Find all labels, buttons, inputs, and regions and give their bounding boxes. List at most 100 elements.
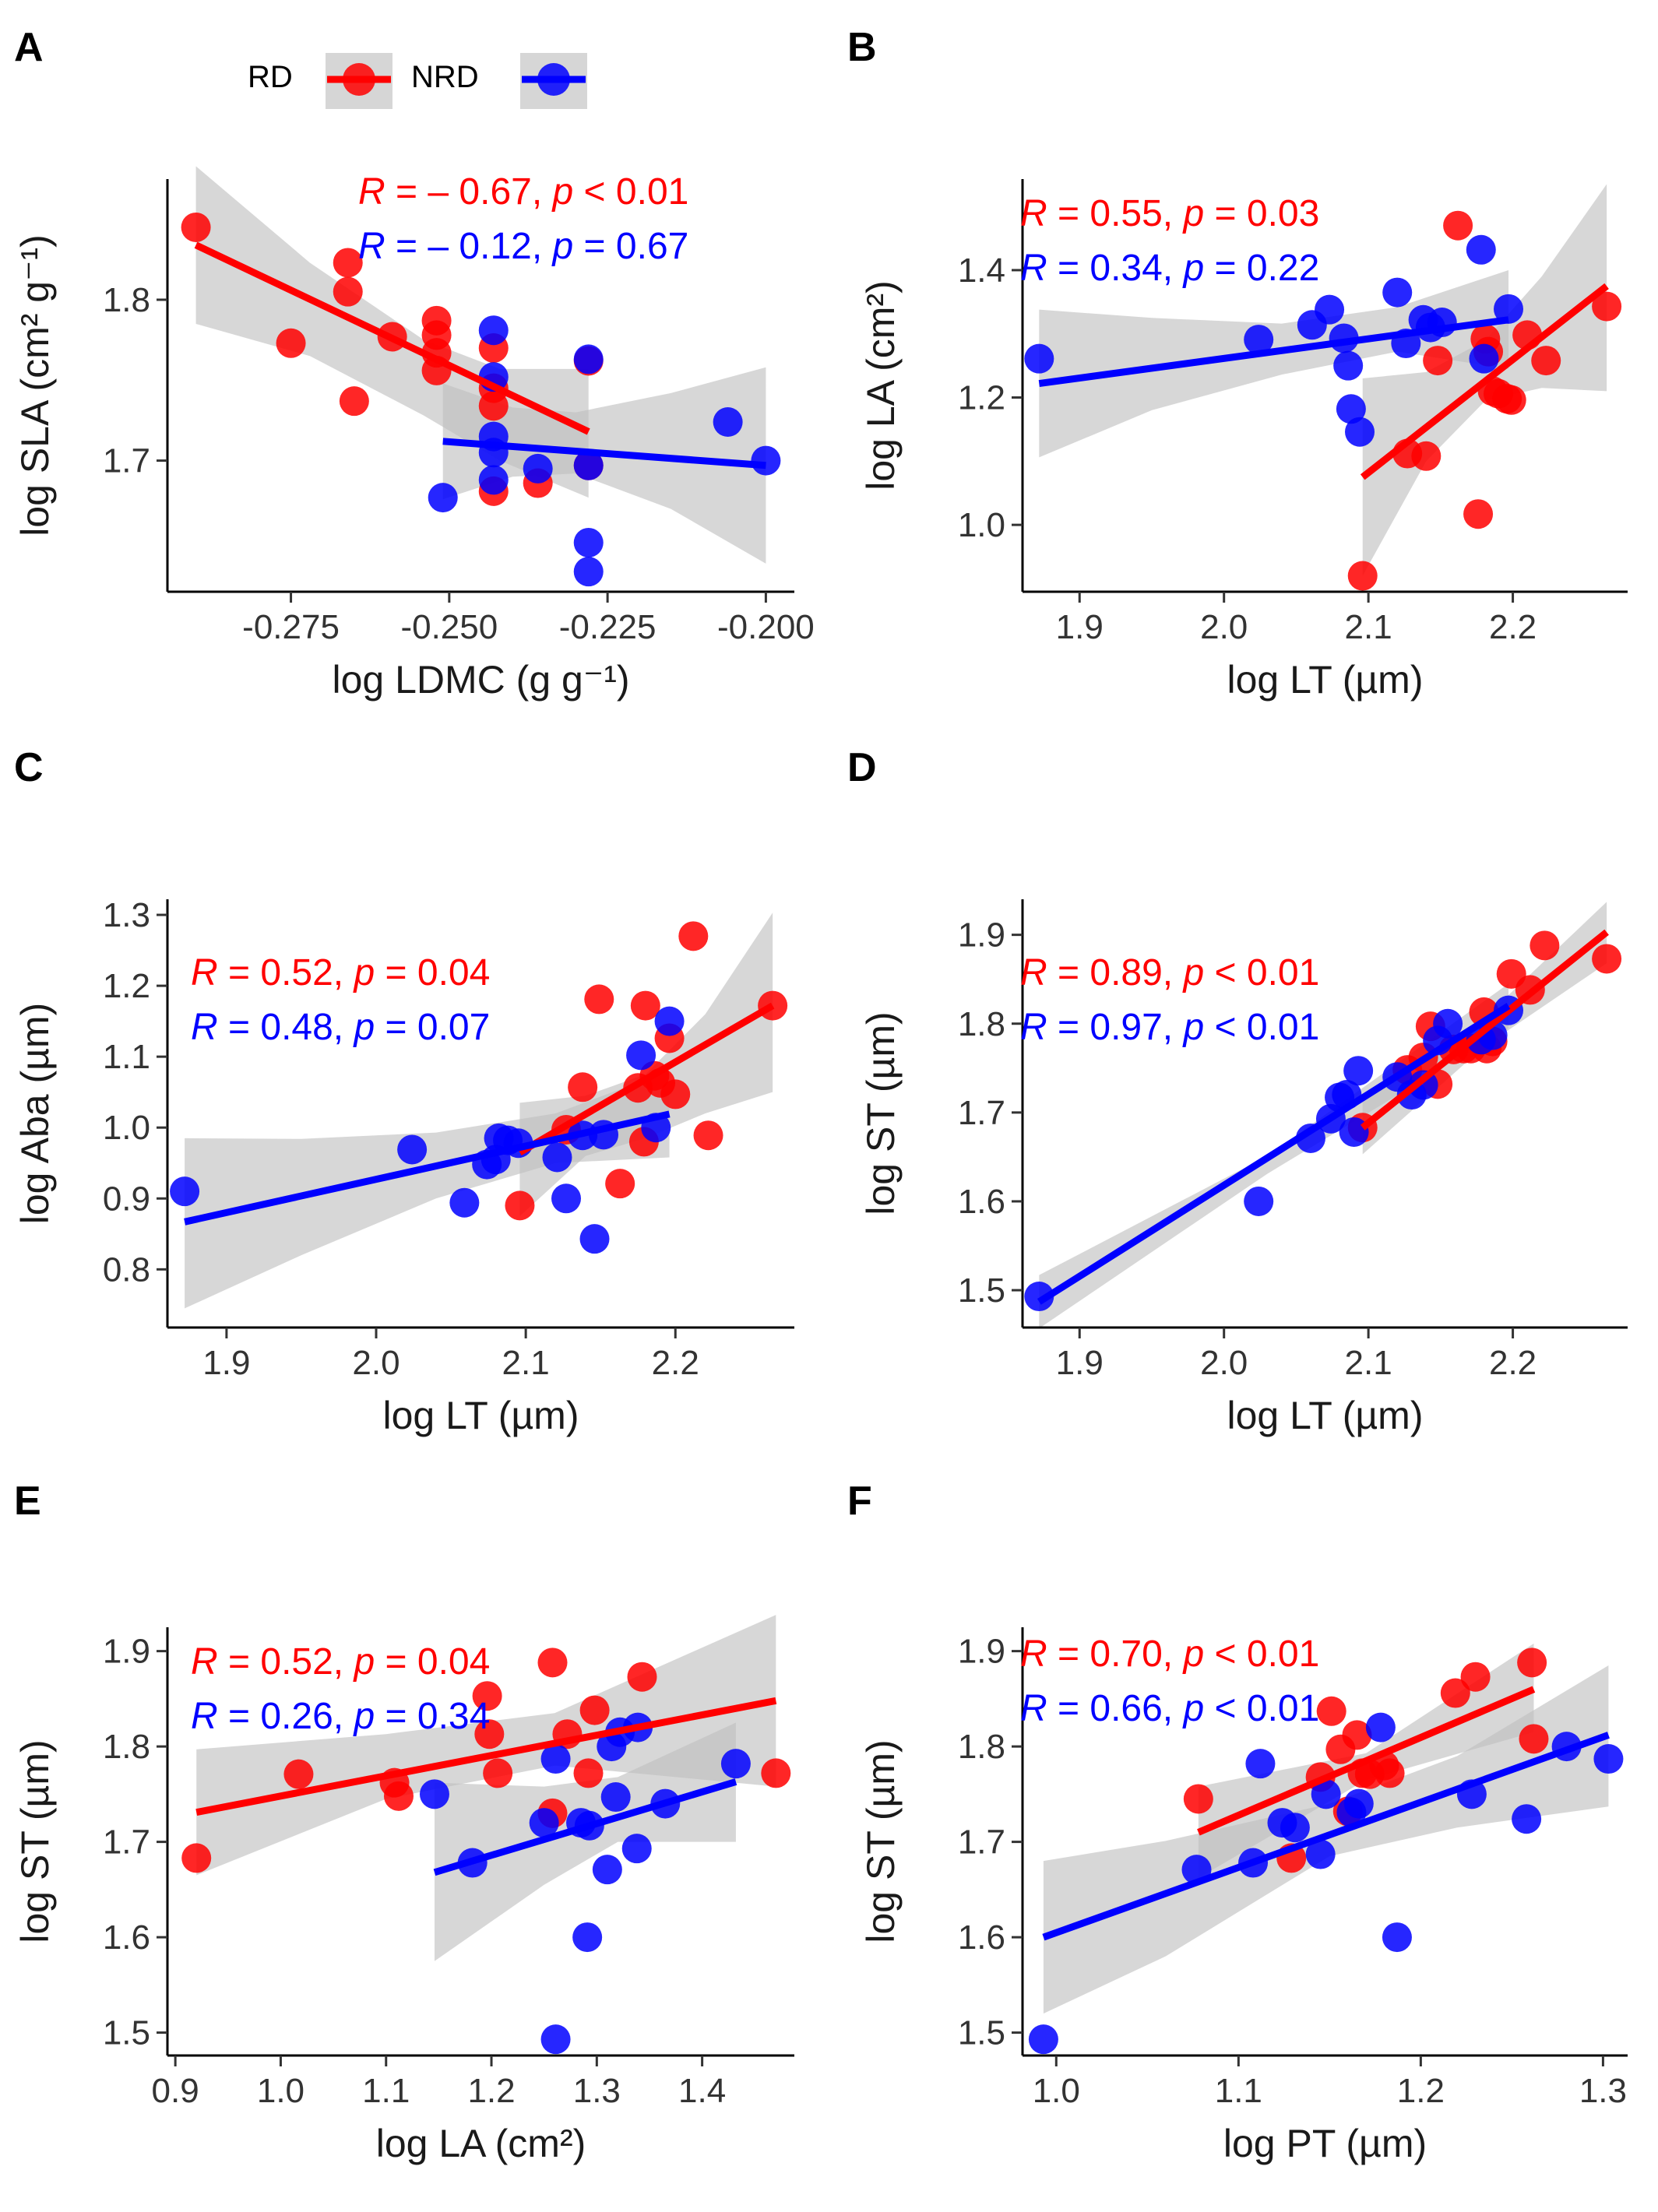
x-tick-label: 2.1 bbox=[1345, 608, 1392, 646]
confidence-band-nrd bbox=[442, 367, 766, 564]
stat-annotation-rd: R = 0.52, p = 0.04 bbox=[191, 1641, 490, 1683]
y-tick-label: 1.8 bbox=[103, 281, 150, 319]
x-axis-title: log LT (µm) bbox=[1227, 658, 1423, 702]
data-point-nrd bbox=[1024, 1282, 1054, 1312]
data-point-nrd bbox=[1024, 343, 1054, 374]
data-point-rd bbox=[333, 248, 363, 278]
data-point-rd bbox=[483, 1758, 513, 1788]
y-tick-label: 1.0 bbox=[958, 506, 1005, 544]
series-points-nrd bbox=[419, 1712, 751, 2055]
data-point-rd bbox=[1519, 1724, 1549, 1754]
data-point-nrd bbox=[1333, 350, 1364, 381]
y-axis-title: log LA (cm²) bbox=[859, 280, 903, 491]
x-tick-label: 2.0 bbox=[352, 1344, 400, 1382]
data-point-rd bbox=[630, 990, 660, 1021]
stat-annotation-rd: R = 0.55, p = 0.03 bbox=[1020, 193, 1319, 234]
data-point-nrd bbox=[523, 453, 553, 484]
data-point-rd bbox=[1592, 944, 1622, 974]
data-point-nrd bbox=[621, 1834, 652, 1864]
data-point-rd bbox=[1316, 1696, 1346, 1726]
stat-annotation-nrd: R = 0.48, p = 0.07 bbox=[191, 1007, 490, 1048]
data-point-nrd bbox=[1382, 1922, 1412, 1953]
data-point-nrd bbox=[419, 1779, 449, 1809]
data-point-rd bbox=[1463, 499, 1494, 529]
data-point-rd bbox=[181, 1843, 212, 1873]
data-point-rd bbox=[1443, 210, 1473, 241]
y-axis-title: log ST (µm) bbox=[859, 1739, 903, 1943]
x-tick-label: 1.2 bbox=[1397, 2072, 1445, 2110]
panel-letter: A bbox=[14, 25, 44, 70]
data-point-nrd bbox=[573, 527, 604, 557]
panel-letter: D bbox=[847, 745, 877, 790]
x-tick-label: -0.250 bbox=[400, 608, 498, 646]
stat-annotation-rd: R = 0.89, p < 0.01 bbox=[1020, 952, 1319, 993]
stat-annotation-nrd: R = 0.66, p < 0.01 bbox=[1020, 1688, 1319, 1729]
x-tick-label: -0.225 bbox=[559, 608, 657, 646]
data-point-rd bbox=[276, 328, 306, 358]
data-point-nrd bbox=[478, 465, 509, 495]
y-axis-title: log SLA (cm² g⁻¹) bbox=[13, 234, 57, 536]
x-tick-label: 1.9 bbox=[1056, 1344, 1104, 1382]
data-point-nrd bbox=[1305, 1839, 1336, 1869]
data-point-nrd bbox=[1512, 1804, 1542, 1834]
data-point-nrd bbox=[1469, 343, 1499, 374]
data-point-rd bbox=[660, 1079, 691, 1110]
data-point-nrd bbox=[1244, 325, 1274, 355]
x-tick-label: 1.0 bbox=[1033, 2072, 1080, 2110]
x-tick-label: 1.3 bbox=[573, 2072, 621, 2110]
data-point-nrd bbox=[529, 1808, 559, 1838]
data-point-rd bbox=[1183, 1784, 1213, 1814]
data-point-rd bbox=[474, 1719, 505, 1750]
regression-line-nrd bbox=[442, 438, 766, 469]
y-tick-label: 1.4 bbox=[958, 251, 1005, 290]
series-points-nrd bbox=[170, 1006, 685, 1254]
data-point-rd bbox=[283, 1759, 314, 1789]
series-points-rd bbox=[181, 1648, 791, 1873]
x-tick-label: 1.0 bbox=[257, 2072, 304, 2110]
data-point-nrd bbox=[449, 1187, 480, 1218]
y-tick-label: 1.8 bbox=[958, 1728, 1005, 1766]
data-point-nrd bbox=[170, 1176, 200, 1207]
data-point-rd bbox=[537, 1648, 568, 1678]
legend-label-rd: RD bbox=[248, 60, 293, 94]
stat-annotation-rd: R = – 0.67, p < 0.01 bbox=[358, 171, 688, 213]
regression-line-rd bbox=[1197, 1686, 1536, 1836]
data-point-rd bbox=[1531, 346, 1561, 376]
confidence-band-nrd bbox=[1039, 269, 1509, 458]
data-point-rd bbox=[693, 1120, 723, 1151]
panel-e: E 0.9 1.0 1.1 1.2 1.3 1.4 1.5 1.6 1.7 1.8 1.9 log LA… bbox=[13, 1479, 794, 2165]
x-tick-label: 2.1 bbox=[502, 1344, 550, 1382]
data-point-rd bbox=[1423, 346, 1453, 376]
panel-d: D 1.9 2.0 2.1 2.2 1.5 1.6 1.7 1.8 1.9 log LT (µm) l… bbox=[847, 745, 1628, 1437]
data-point-nrd bbox=[478, 315, 509, 346]
data-point-nrd bbox=[1339, 1117, 1369, 1147]
data-point-nrd bbox=[1311, 1779, 1341, 1809]
panel-letter: C bbox=[14, 745, 44, 790]
y-tick-label: 1.7 bbox=[103, 442, 150, 480]
data-point-rd bbox=[761, 1758, 791, 1788]
panels: A -0.275 -0.250 -0.225 -0.200 1.7 1.8 log LDMC … bbox=[13, 25, 1628, 2165]
series-points-nrd bbox=[1028, 1712, 1624, 2055]
confidence-band-nrd bbox=[185, 1071, 670, 1309]
regression-line-nrd bbox=[1042, 1732, 1610, 1941]
data-point-nrd bbox=[540, 2024, 571, 2055]
x-tick-label: 1.1 bbox=[1215, 2072, 1262, 2110]
data-point-rd bbox=[1375, 1758, 1405, 1788]
x-tick-label: 2.2 bbox=[652, 1344, 699, 1382]
x-axis-title: log LDMC (g g⁻¹) bbox=[332, 658, 629, 702]
y-tick-label: 1.6 bbox=[103, 1918, 150, 1957]
data-point-rd bbox=[1342, 1720, 1372, 1750]
panel-letter: F bbox=[847, 1479, 872, 1524]
data-point-nrd bbox=[1494, 294, 1524, 324]
data-point-nrd bbox=[592, 1855, 622, 1885]
x-tick-label: 1.3 bbox=[1579, 2072, 1627, 2110]
data-point-nrd bbox=[751, 445, 781, 476]
x-tick-label: 1.9 bbox=[202, 1344, 250, 1382]
x-tick-label: 2.0 bbox=[1200, 1344, 1248, 1382]
regression-line-rd bbox=[194, 241, 590, 435]
data-point-nrd bbox=[1365, 1712, 1396, 1743]
y-axis-title: log Aba (µm) bbox=[13, 1003, 57, 1224]
data-point-nrd bbox=[572, 1922, 603, 1953]
data-point-rd bbox=[568, 1072, 598, 1102]
x-axis-title: log LA (cm²) bbox=[376, 2122, 586, 2165]
